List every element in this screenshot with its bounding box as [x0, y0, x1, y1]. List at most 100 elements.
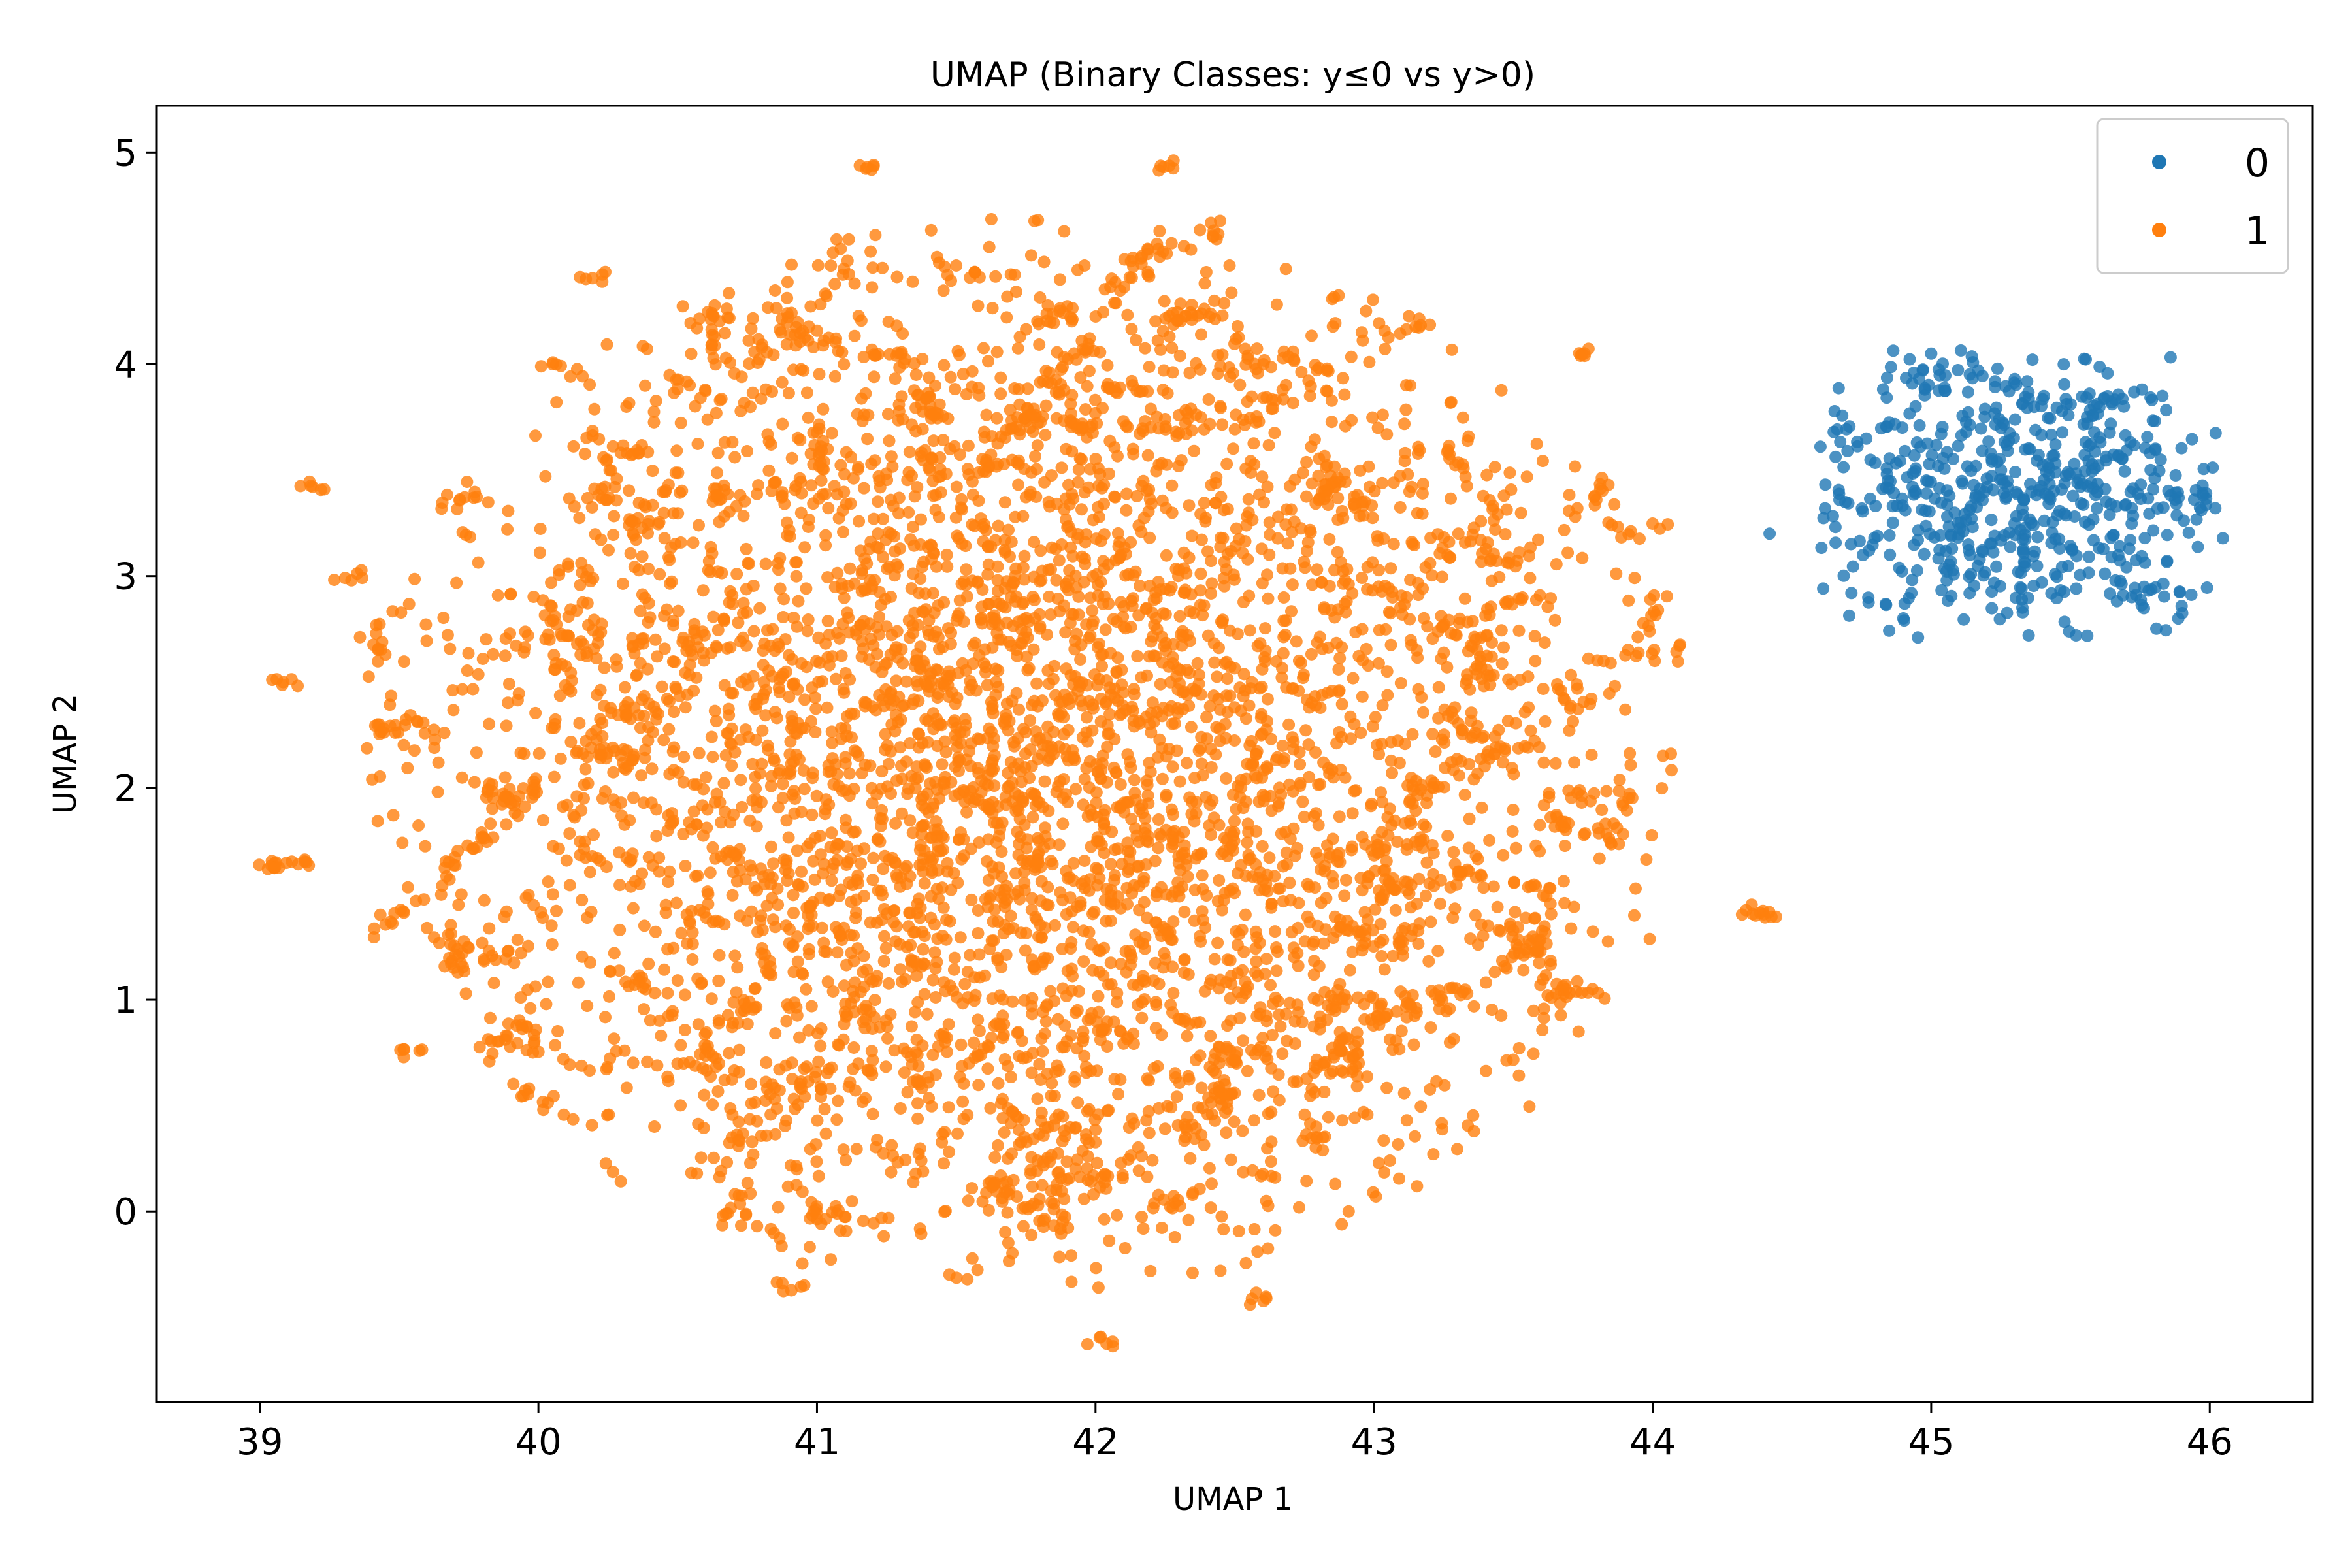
scatter-point-class-1: [437, 612, 450, 625]
scatter-point-class-1: [1424, 557, 1437, 570]
scatter-point-class-1: [658, 963, 671, 976]
scatter-point-class-1: [1173, 775, 1186, 788]
scatter-point-class-1: [1381, 689, 1394, 702]
scatter-point-class-1: [1170, 670, 1183, 683]
scatter-point-class-1: [1004, 550, 1016, 563]
scatter-point-class-1: [1088, 668, 1101, 681]
scatter-point-class-1: [1216, 309, 1229, 322]
scatter-point-class-1: [1632, 646, 1645, 659]
scatter-point-class-1: [1081, 735, 1094, 748]
scatter-point-class-1: [1497, 641, 1510, 654]
scatter-point-class-1: [1345, 414, 1358, 427]
scatter-point-class-1: [1128, 774, 1141, 787]
scatter-point-class-1: [1610, 567, 1623, 580]
scatter-point-class-1: [1253, 883, 1266, 896]
scatter-point-class-1: [982, 874, 995, 887]
scatter-point-class-1: [1252, 1043, 1265, 1056]
scatter-point-class-1: [504, 588, 517, 601]
scatter-point-class-1: [1048, 1090, 1061, 1102]
scatter-point-class-1: [1018, 819, 1031, 831]
scatter-point-class-1: [653, 568, 666, 581]
scatter-point-class-1: [1253, 1007, 1266, 1021]
scatter-point-class-1: [440, 870, 453, 883]
scatter-point-class-1: [815, 1090, 827, 1103]
scatter-point-class-1: [1375, 738, 1388, 750]
scatter-point-class-1: [888, 530, 901, 543]
scatter-point-class-1: [1170, 1090, 1183, 1103]
scatter-point-class-1: [1379, 342, 1392, 355]
scatter-point-class-1: [1437, 619, 1450, 632]
scatter-point-class-1: [849, 976, 862, 989]
scatter-point-class-1: [1393, 757, 1406, 770]
scatter-point-class-1: [787, 785, 800, 798]
scatter-point-class-1: [1485, 574, 1498, 587]
scatter-point-class-1: [1393, 1172, 1405, 1185]
scatter-point-class-1: [1226, 367, 1239, 380]
scatter-point-class-1: [1100, 883, 1113, 896]
scatter-point-class-1: [707, 610, 720, 623]
scatter-point-class-1: [954, 931, 967, 944]
scatter-point-class-1: [766, 871, 779, 884]
scatter-point-class-1: [1045, 855, 1058, 868]
scatter-point-class-1: [1400, 591, 1413, 604]
scatter-point-class-1: [1514, 506, 1527, 519]
scatter-point-class-1: [821, 651, 834, 664]
scatter-point-class-1: [1206, 794, 1219, 807]
scatter-point-class-1: [1241, 553, 1254, 566]
scatter-point-class-1: [679, 860, 692, 872]
scatter-point-class-1: [957, 1077, 970, 1090]
scatter-point-class-1: [970, 684, 983, 697]
scatter-point-class-1: [1143, 531, 1156, 544]
scatter-point-class-1: [1264, 1155, 1277, 1168]
scatter-point-class-1: [1090, 796, 1103, 809]
scatter-point-class-1: [1146, 1154, 1159, 1167]
scatter-point-class-1: [1523, 1100, 1536, 1113]
scatter-point-class-1: [788, 996, 801, 1009]
scatter-point-class-1: [1076, 1145, 1089, 1157]
scatter-point-class-1: [1245, 466, 1257, 479]
scatter-point-class-1: [892, 399, 906, 411]
scatter-point-class-1: [856, 564, 868, 577]
scatter-point-class-1: [936, 881, 949, 894]
scatter-point-class-1: [1331, 492, 1345, 504]
scatter-point-class-1: [747, 625, 760, 638]
scatter-point-class-1: [1124, 536, 1137, 549]
scatter-point-class-1: [877, 955, 890, 968]
scatter-point-class-1: [645, 796, 658, 809]
scatter-point-class-1: [1286, 682, 1299, 694]
scatter-point-class-1: [1307, 935, 1320, 948]
scatter-point-class-1: [676, 484, 689, 497]
scatter-point-class-1: [1205, 1108, 1218, 1121]
scatter-point-class-1: [483, 717, 496, 730]
scatter-point-class-1: [923, 464, 936, 476]
scatter-point-class-1: [772, 801, 785, 814]
scatter-point-class-1: [636, 588, 649, 601]
scatter-point-class-1: [991, 560, 1004, 573]
scatter-point-class-1: [858, 890, 870, 902]
scatter-point-class-1: [1448, 902, 1462, 915]
scatter-point-class-1: [434, 888, 448, 901]
scatter-point-class-1: [1536, 1024, 1549, 1036]
scatter-point-class-1: [575, 804, 588, 817]
scatter-point-class-1: [1080, 431, 1093, 444]
scatter-point-class-1: [1537, 756, 1550, 769]
scatter-point-class-1: [1092, 511, 1105, 523]
scatter-point-class-1: [769, 921, 782, 934]
scatter-point-class-1: [1303, 770, 1316, 783]
scatter-point-class-1: [1194, 1049, 1207, 1062]
scatter-point-class-1: [1028, 536, 1041, 549]
scatter-point-class-1: [725, 1073, 738, 1086]
scatter-point-class-1: [1631, 630, 1644, 644]
scatter-point-class-1: [725, 759, 738, 772]
scatter-point-class-1: [689, 1059, 702, 1072]
scatter-point-class-1: [1196, 769, 1209, 782]
scatter-point-class-1: [1171, 1119, 1184, 1132]
scatter-point-class-1: [498, 910, 511, 923]
scatter-point-class-1: [751, 925, 764, 938]
scatter-point-class-1: [764, 779, 777, 792]
scatter-point-class-1: [776, 670, 789, 683]
scatter-point-class-1: [562, 560, 575, 573]
scatter-point-class-1: [1117, 600, 1130, 613]
scatter-point-class-1: [1056, 1215, 1070, 1228]
